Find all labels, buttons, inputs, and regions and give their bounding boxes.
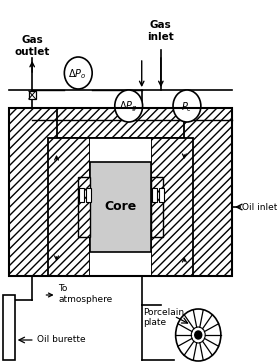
Bar: [151, 177, 163, 237]
Bar: [151, 138, 193, 276]
Bar: [78, 177, 89, 237]
Text: Oil burette: Oil burette: [37, 336, 85, 344]
Bar: [159, 188, 164, 202]
Circle shape: [64, 57, 92, 89]
Bar: [152, 188, 157, 202]
Bar: [9, 108, 232, 138]
Bar: [9, 108, 232, 276]
Text: To
atmosphere: To atmosphere: [58, 284, 112, 304]
Text: $P_c$: $P_c$: [181, 100, 193, 114]
Bar: [2, 295, 15, 360]
Circle shape: [195, 331, 202, 339]
Circle shape: [191, 327, 205, 343]
Text: Oil inlet: Oil inlet: [242, 202, 277, 211]
Text: Porcelain
plate: Porcelain plate: [143, 308, 184, 327]
Text: Gas
inlet: Gas inlet: [147, 20, 174, 41]
Bar: [89, 138, 151, 276]
Bar: [9, 108, 57, 276]
Bar: [89, 162, 151, 252]
Bar: [9, 248, 232, 276]
Circle shape: [173, 90, 201, 122]
Circle shape: [176, 309, 221, 361]
Text: Gas
outlet: Gas outlet: [14, 35, 50, 56]
Bar: [48, 138, 89, 276]
Text: $\Delta P_g$: $\Delta P_g$: [119, 100, 137, 114]
Text: $\Delta P_o$: $\Delta P_o$: [68, 67, 87, 81]
Bar: [86, 188, 91, 202]
Bar: [184, 108, 232, 276]
Bar: [29, 91, 36, 99]
Bar: [79, 188, 84, 202]
Circle shape: [115, 90, 143, 122]
Text: Core: Core: [104, 201, 137, 214]
